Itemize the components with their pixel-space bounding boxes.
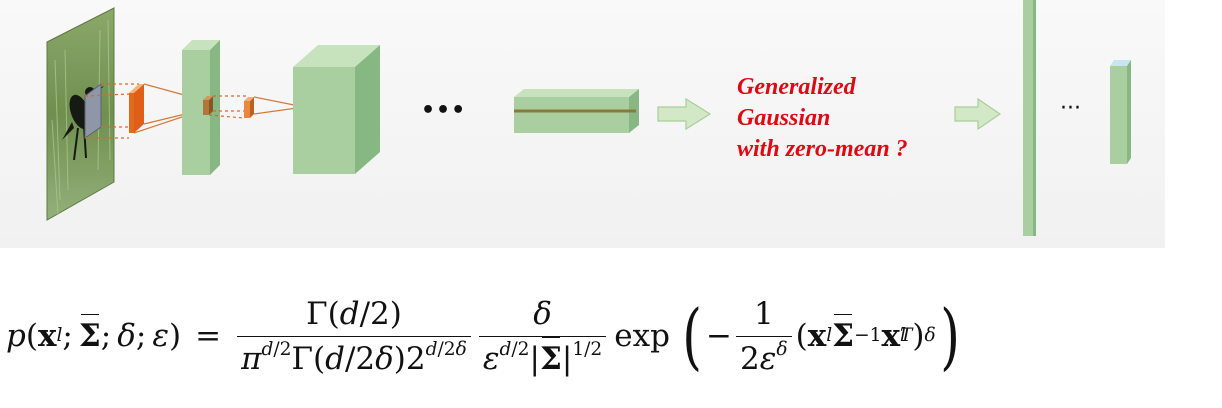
orange-feature-map [129,84,144,133]
input-image [46,7,115,221]
scale-fraction: δ εd/2|Σ|1/2 [478,296,607,377]
annotation-line-1: Generalized [737,74,856,100]
output-layer [1110,60,1131,164]
flatten-block [514,89,639,133]
cnn-diagram [46,0,1131,236]
exponent-fraction: 1 2εδ [736,296,792,377]
arrow-icon-2 [954,97,1002,131]
generalized-gaussian-annotation: Generalized Gaussian with zero-mean ? [737,72,908,165]
normalizer-fraction: Γ(d/2) πd/2Γ(d/2δ)2d/2δ [237,296,471,377]
arrow-icon [657,97,712,131]
fc-layer-tall [1023,0,1036,236]
conv-layer-1 [182,40,220,175]
annotation-line-3: with zero-mean ? [737,136,908,162]
gaussian-formula: p(x l; Σ; δ; ε) = Γ(d/2) πd/2Γ(d/2δ)2d/2δ δ ε… [6,294,960,378]
ellipsis-2: ··· [1060,96,1081,121]
kernel-1 [203,96,213,115]
conv-layer-2 [293,45,380,174]
annotation-line-2: Gaussian [737,105,831,131]
ellipsis-1: ••• [421,98,467,123]
kernel-2 [244,97,254,118]
